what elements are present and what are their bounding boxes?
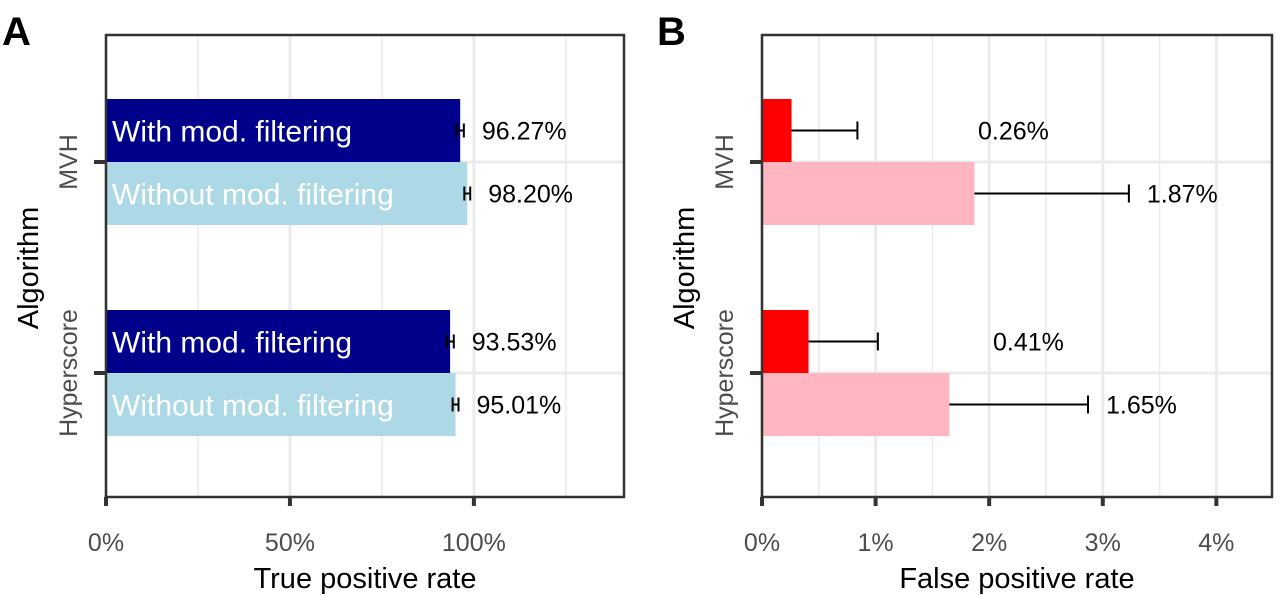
bar (762, 162, 975, 225)
error-bars (791, 121, 1130, 414)
y-category-label: MVH (55, 134, 83, 190)
x-tick-label: 50% (265, 529, 315, 557)
plot-frame (760, 33, 1274, 499)
x-axis-title: True positive rate (254, 563, 477, 595)
bar (106, 373, 456, 436)
bars (762, 99, 975, 436)
data-label: 95.01% (476, 392, 561, 420)
data-labels: 0.26% 0.41% 1.87% 1.65% (978, 118, 1218, 420)
y-axis-ticks: MVH Hyperscore (711, 134, 762, 437)
x-tick-label: 3% (1085, 529, 1121, 557)
bar-inner-label: With mod. filtering (112, 327, 352, 360)
x-tick-label: 0% (744, 529, 780, 557)
x-tick-label: 4% (1198, 529, 1234, 557)
x-axis-ticks: 0% 1% 2% 3% 4% (744, 497, 1234, 557)
data-label: 93.53% (472, 329, 557, 357)
panel-b: B 0.26% 0.41% 1.87% 1.65% 0% 1% 2% 3% 4% MVH Hyp… (657, 10, 1274, 595)
bar-inner-label: Without mod. filtering (112, 179, 394, 212)
data-label: 98.20% (488, 181, 573, 209)
bars: With mod. filtering With mod. filtering Wi… (106, 99, 468, 436)
data-label: 1.87% (1147, 181, 1218, 209)
plot-frame (104, 33, 626, 499)
error-bars (445, 123, 472, 412)
data-label: 1.65% (1106, 392, 1177, 420)
bar (106, 162, 468, 225)
data-labels: 96.27% 93.53% 98.20% 95.01% (472, 118, 573, 420)
x-axis-title: False positive rate (899, 563, 1134, 595)
y-category-label: MVH (711, 134, 739, 190)
x-tick-label: 2% (971, 529, 1007, 557)
bar (762, 310, 809, 373)
y-category-label: Hyperscore (711, 309, 739, 437)
data-label: 0.41% (993, 329, 1064, 357)
bar-inner-label: With mod. filtering (112, 116, 352, 149)
data-label: 0.26% (978, 118, 1049, 146)
y-axis-ticks: MVH Hyperscore (55, 134, 106, 437)
bar (106, 99, 461, 162)
y-axis-title: Algorithm (669, 207, 701, 330)
data-label: 96.27% (482, 118, 567, 146)
x-tick-label: 1% (858, 529, 894, 557)
panel-letter-a: A (2, 10, 31, 54)
y-category-label: Hyperscore (55, 309, 83, 437)
x-axis-ticks: 0% 50% 100% (88, 497, 506, 557)
bar (106, 310, 451, 373)
panel-letter-b: B (657, 10, 686, 54)
x-tick-label: 0% (88, 529, 124, 557)
x-tick-label: 100% (442, 529, 506, 557)
bar (762, 373, 950, 436)
bar-inner-label: Without mod. filtering (112, 390, 394, 423)
y-axis-title: Algorithm (13, 207, 45, 330)
bar (762, 99, 792, 162)
